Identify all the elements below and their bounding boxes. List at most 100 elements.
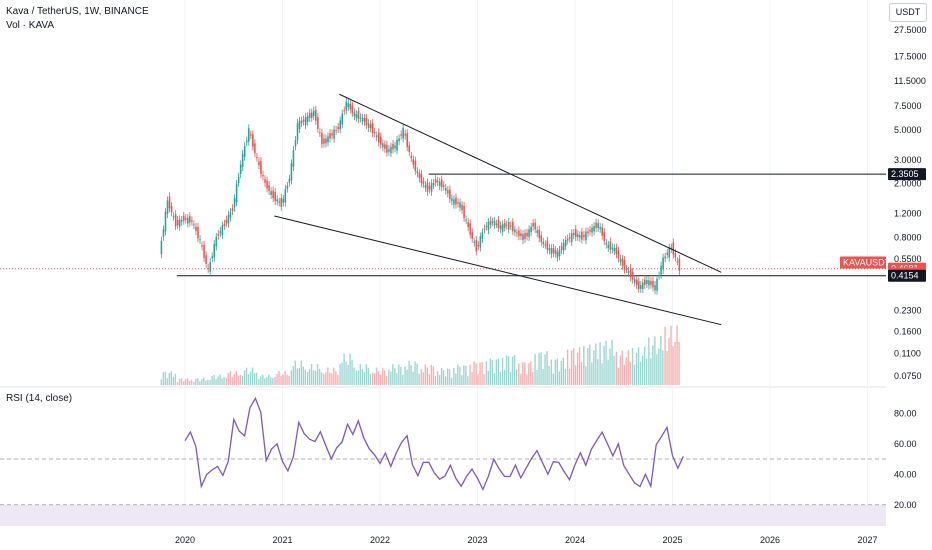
volume-bar [574, 365, 577, 385]
volume-bar [363, 372, 366, 385]
volume-bar [524, 362, 526, 385]
candle-body [436, 180, 439, 183]
volume-bar [589, 344, 591, 385]
candle-body [300, 120, 303, 124]
candle-body [467, 221, 469, 228]
candle-body [331, 133, 333, 136]
currency-button[interactable]: USDT [889, 3, 927, 22]
candle-body [475, 240, 478, 252]
volume-legend[interactable]: Vol · KAVA [6, 20, 54, 31]
volume-bar [205, 380, 207, 385]
volume-bar [621, 350, 624, 385]
candle-body [674, 253, 677, 258]
candle-body [526, 232, 528, 237]
candle-body [231, 208, 234, 212]
volume-bar [345, 361, 347, 385]
volume-bar [552, 373, 555, 385]
volume-bar [280, 375, 282, 385]
volume-bar [253, 373, 256, 385]
volume-bar [266, 377, 268, 385]
volume-bar [410, 365, 412, 385]
candle-body [298, 120, 301, 130]
candle-body [451, 198, 453, 202]
volume-bar [609, 348, 611, 385]
volume-bar [276, 373, 278, 385]
volume-bar [308, 369, 311, 385]
volume-bar [190, 379, 193, 385]
volume-bar [172, 377, 175, 385]
candle-body [195, 226, 197, 231]
volume-bar [467, 376, 469, 385]
candle-body [406, 133, 409, 148]
candle-body [654, 285, 656, 291]
candle-body [660, 265, 662, 275]
time-tick-label: 2027 [857, 535, 877, 545]
candle-body [193, 224, 195, 226]
volume-bar [367, 367, 370, 385]
volume-bar [247, 374, 250, 385]
candle-body [426, 182, 429, 192]
candle-body [182, 215, 185, 221]
volume-bar [652, 345, 654, 385]
price-tick-label: 0.8000 [894, 232, 922, 242]
trendline-0 [339, 93, 722, 273]
volume-bar [186, 378, 189, 385]
candle-body [377, 132, 380, 143]
volume-bar [243, 370, 246, 385]
candle-body [644, 279, 646, 285]
volume-bar [402, 374, 404, 385]
candle-body [203, 244, 205, 258]
candle-body [420, 173, 423, 184]
volume-bar [627, 350, 630, 385]
volume-bar [426, 367, 429, 385]
volume-bar [576, 352, 579, 385]
candle-body [489, 220, 492, 225]
volume-bar [223, 377, 225, 385]
candle-body [481, 232, 484, 239]
candle-body [652, 280, 654, 288]
volume-bar [548, 366, 550, 385]
symbol-title[interactable]: Kava / TetherUS, 1W, BINANCE [6, 6, 149, 17]
candle-body [487, 222, 490, 231]
volume-bar [349, 353, 351, 385]
rsi-tick-label: 60.00 [894, 439, 917, 449]
candle-body [329, 133, 331, 139]
volume-bar [623, 364, 626, 385]
candle-body [410, 156, 413, 159]
price-label-symbol: KAVAUSDT [843, 258, 891, 268]
time-axis[interactable]: 2020 2021 2022 2023 2024 2025 2026 2027 [175, 535, 878, 545]
volume-bar [292, 366, 295, 385]
trendlines [274, 93, 722, 326]
volume-bar [290, 370, 293, 385]
candle-body [392, 143, 394, 150]
volume-bar [672, 346, 674, 385]
candle-body [524, 233, 526, 239]
candle-body [658, 275, 660, 277]
volume-bar [262, 374, 264, 385]
volume-bar [446, 368, 449, 385]
volume-bar [629, 361, 632, 385]
volume-bar [664, 326, 666, 385]
volume-bar [650, 358, 652, 385]
candle-body [292, 150, 295, 167]
candle-body [453, 199, 455, 205]
price-axis[interactable]: 27.5000 17.5000 11.5000 7.5000 5.0000 3.0000 2… [894, 25, 927, 510]
volume-bar [329, 372, 331, 385]
candle-body [369, 124, 372, 129]
candle-body [337, 127, 339, 130]
rsi-legend[interactable]: RSI (14, close) [6, 393, 73, 404]
candle-body [296, 123, 299, 141]
candle-body [225, 219, 228, 223]
volume-bar [333, 367, 335, 385]
volume-bar [635, 353, 638, 385]
candle-body [483, 228, 486, 230]
volume-bar [483, 374, 485, 385]
candle-body [197, 226, 199, 239]
volume-bar [534, 353, 536, 385]
candle-body [648, 280, 650, 286]
candle-body [191, 220, 193, 222]
candle-body [668, 247, 671, 258]
candle-body [398, 138, 400, 142]
candle-body [540, 235, 543, 242]
